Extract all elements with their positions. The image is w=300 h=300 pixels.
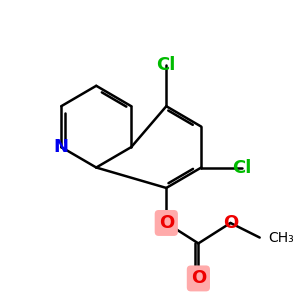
Text: Cl: Cl [157,56,176,74]
Text: O: O [191,269,206,287]
Text: N: N [54,138,69,156]
Text: CH₃: CH₃ [268,231,294,244]
Text: Cl: Cl [232,158,252,176]
Text: O: O [159,214,174,232]
Text: O: O [223,214,238,232]
